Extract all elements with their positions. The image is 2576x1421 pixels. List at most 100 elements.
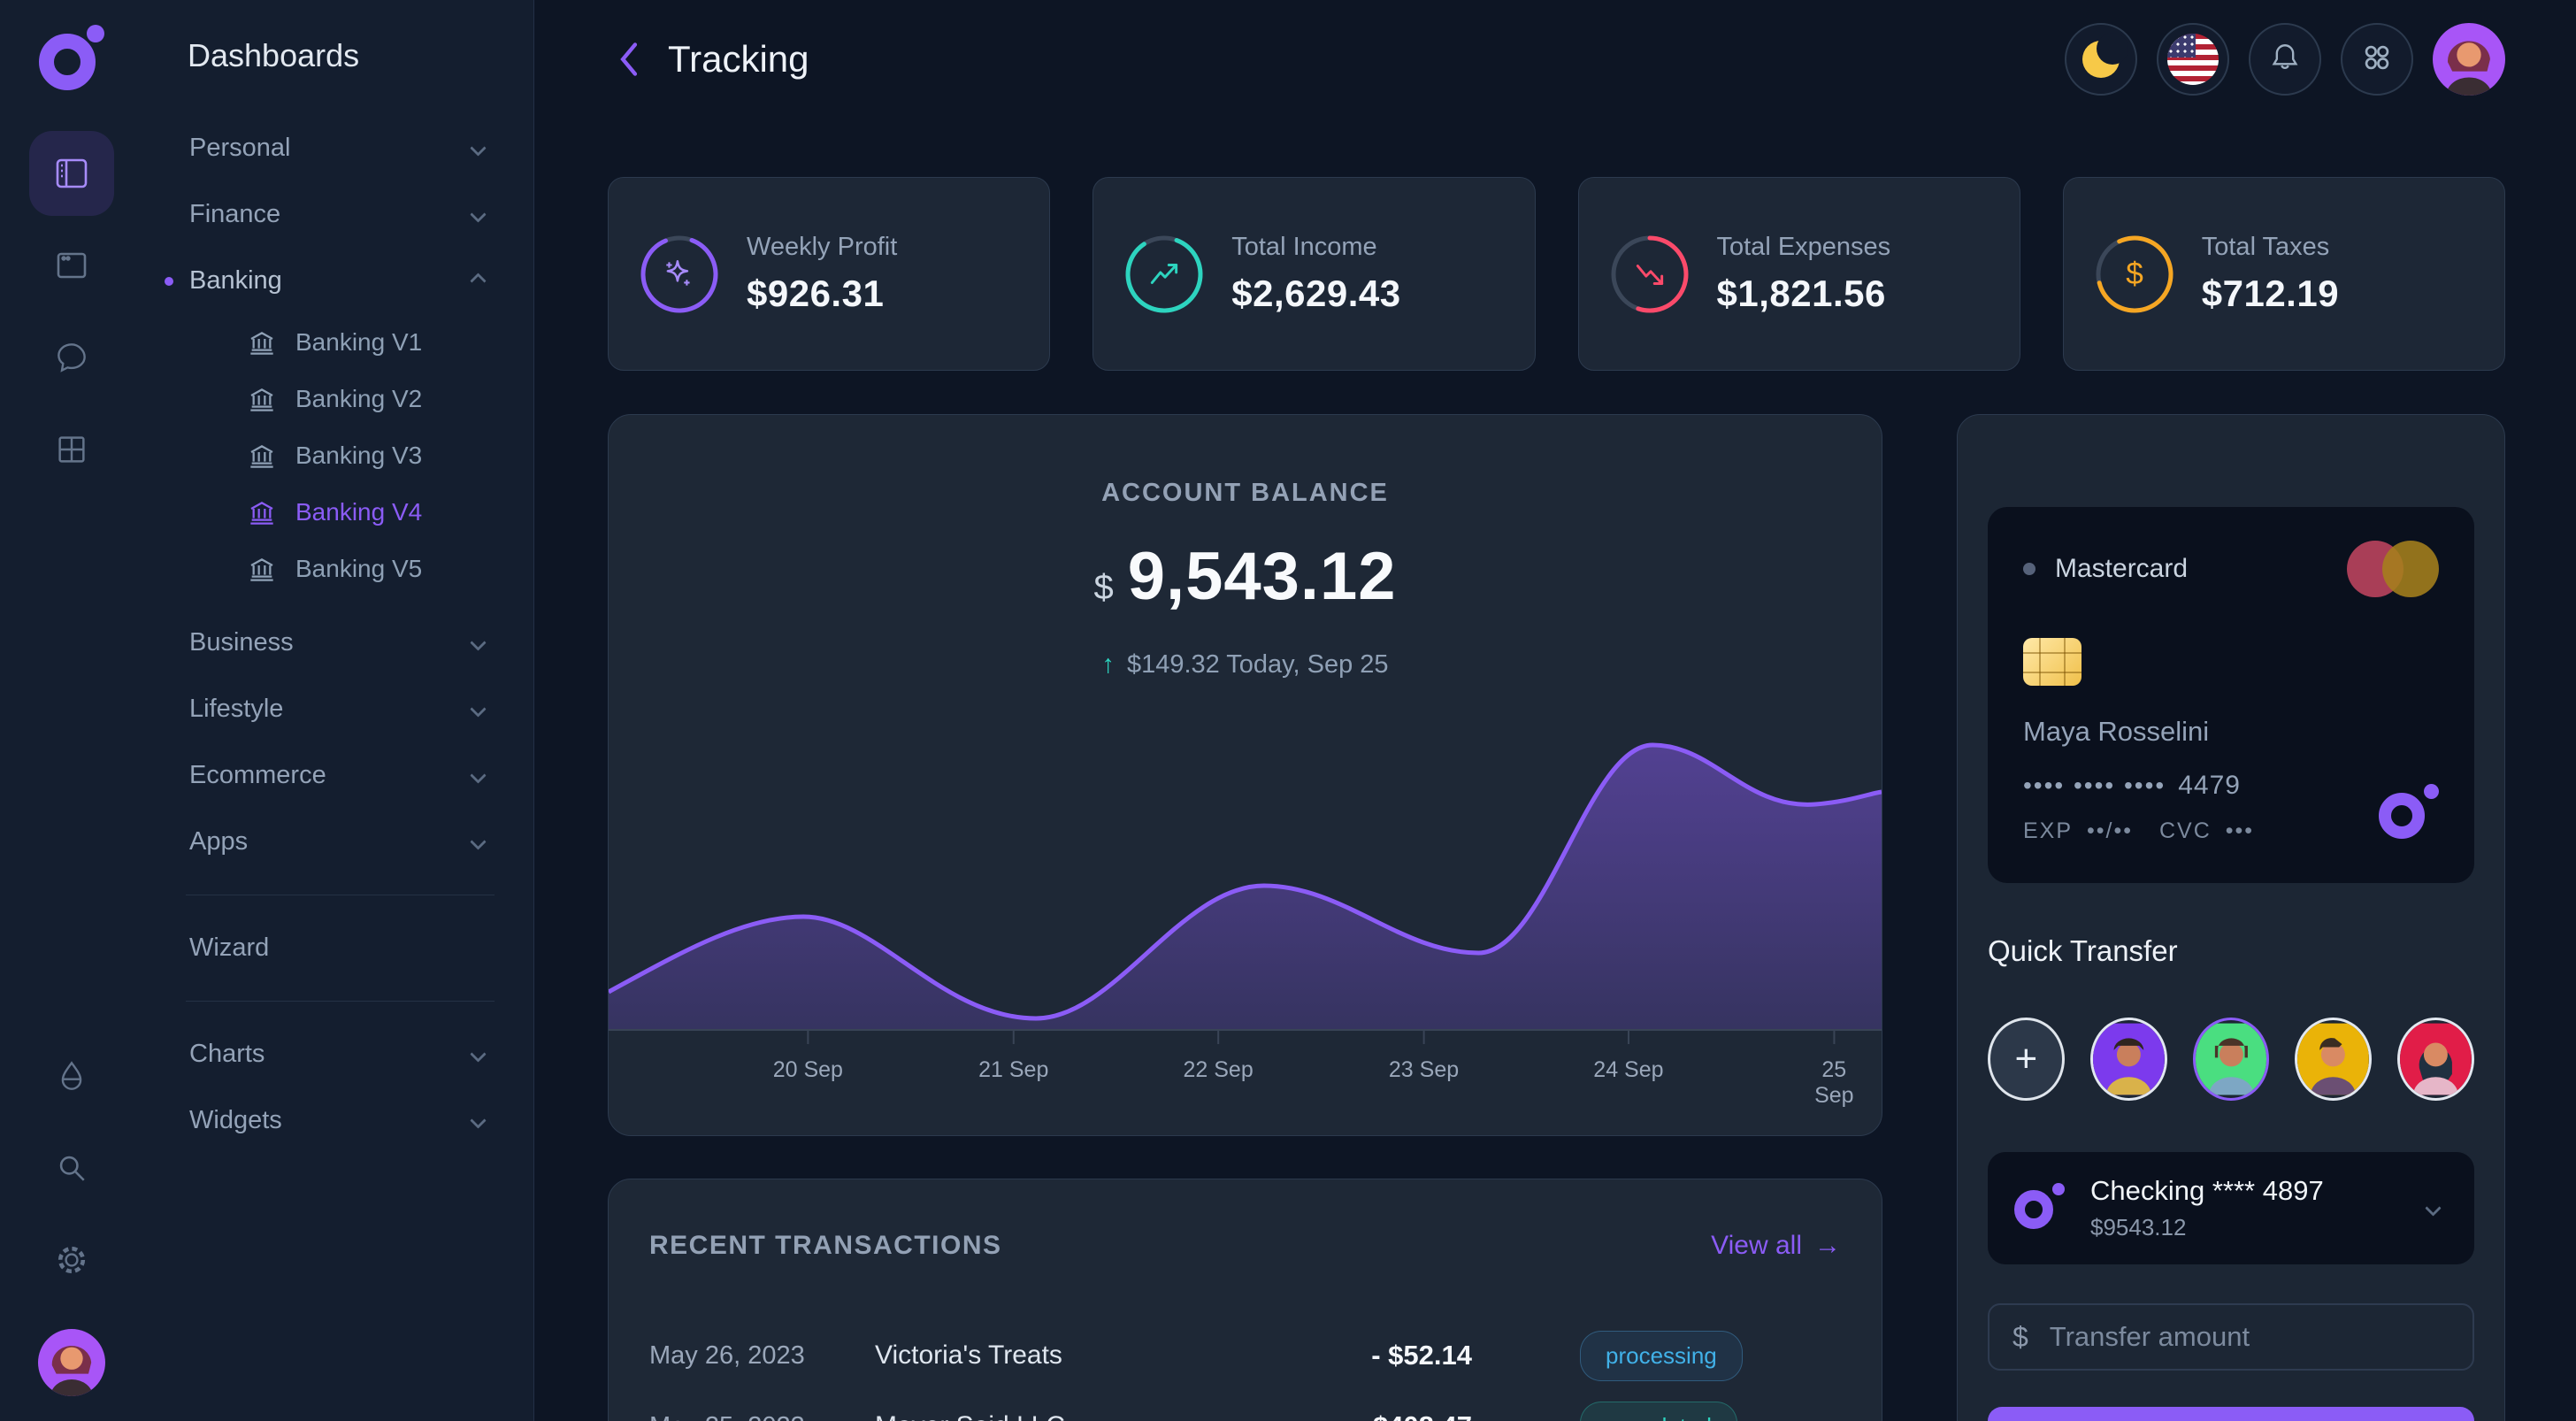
sidebar-item-business[interactable]: Business [182,610,498,676]
stat-ring [639,234,720,315]
transaction-name: Mayer Said LLC [875,1411,1264,1421]
stat-card-total-income[interactable]: Total Income $2,629.43 [1092,177,1536,371]
gear-icon [52,1240,91,1279]
sidebar: Dashboards Personal Finance Banking Bank… [143,0,534,1421]
user-avatar[interactable] [2433,23,2505,96]
chevron-left-icon [620,42,638,76]
avatar-illustration [2092,1023,2165,1095]
sidebar-item-label: Banking [189,266,282,295]
trend-down-icon [1609,234,1690,315]
transactions-list: May 26, 2023 Victoria's Treats - $52.14 … [649,1326,1841,1421]
sidebar-item-banking-v2[interactable]: Banking V2 [182,371,498,427]
sidebar-item-ecommerce[interactable]: Ecommerce [182,742,498,809]
rail-item-messages[interactable] [29,315,114,400]
account-balance-card: ACCOUNT BALANCE $ 9,543.12 ↑ $149.32 Tod… [608,414,1882,1136]
card-dot-icon [2023,563,2036,575]
avatar-illustration [2297,1023,2370,1095]
stat-label: Total Income [1231,233,1377,261]
chat-bubble-icon [52,338,91,377]
chevron-down-icon [470,767,487,784]
chevron-down-icon [470,206,487,223]
sidebar-item-personal[interactable]: Personal [182,115,498,181]
notifications-button[interactable] [2249,23,2321,96]
stat-card-total-taxes[interactable]: $ Total Taxes $712.19 [2062,177,2505,371]
rail-item-window[interactable] [29,223,114,308]
sidebar-item-banking[interactable]: Banking [165,248,498,314]
credit-card-widget[interactable]: Mastercard Maya Rosselini •••• •••• ••••… [1988,507,2474,883]
rail-item-theme[interactable] [29,1033,114,1118]
bank-icon [250,332,273,355]
transfer-amount-input[interactable] [2049,1321,2450,1353]
sidebar-layout-icon [51,153,92,194]
svg-text:$: $ [2126,257,2143,291]
x-tick-label: 22 Sep [1183,1057,1254,1082]
chart-line [609,742,1882,1021]
sidebar-item-lifestyle[interactable]: Lifestyle [182,676,498,742]
chart-fill [609,745,1882,1030]
card-holder-name: Maya Rosselini [2023,716,2210,747]
sidebar-item-label: Lifestyle [189,695,284,723]
add-contact-button[interactable]: + [1988,1018,2065,1101]
moon-icon [2082,33,2128,78]
sidebar-item-label: Charts [189,1040,265,1068]
table-row[interactable]: May 26, 2023 Victoria's Treats - $52.14 … [649,1326,1841,1385]
chevron-down-icon [470,1046,487,1063]
rail-item-dashboards[interactable] [29,131,114,216]
rail-item-search[interactable] [29,1125,114,1210]
grid-icon [53,431,90,468]
account-balance: $9543.12 [2090,1214,2187,1240]
dollar-icon: $ [2012,1320,2028,1353]
stat-card-weekly-profit[interactable]: Weekly Profit $926.31 [608,177,1051,371]
sidebar-title: Dashboards [188,37,360,73]
x-axis-labels: 20 Sep 21 Sep 22 Sep 23 Sep 24 Sep 25 Se… [609,1057,1882,1108]
sidebar-item-label: Personal [189,134,291,162]
chevron-down-icon [470,140,487,157]
bank-icon [250,388,273,411]
balance-area-chart[interactable]: 20 Sep 21 Sep 22 Sep 23 Sep 24 Sep 25 Se… [609,657,1882,1135]
brand-logo-ring [39,34,96,90]
sidebar-item-banking-v3[interactable]: Banking V3 [182,427,498,484]
sidebar-item-apps[interactable]: Apps [182,809,498,875]
contact-avatar[interactable] [2089,1018,2167,1101]
sidebar-item-banking-v5[interactable]: Banking V5 [182,541,498,597]
back-button[interactable] [608,38,650,81]
cvc-value: ••• [2225,818,2255,843]
stat-value: $1,821.56 [1716,273,1886,314]
contact-avatar-selected[interactable] [2192,1018,2270,1101]
account-select-dropdown[interactable]: Checking **** 4897 $9543.12 [1988,1152,2474,1264]
apps-menu-button[interactable] [2341,23,2413,96]
bell-icon [2266,38,2304,81]
search-icon [52,1148,91,1187]
stat-label: Total Expenses [1716,233,1891,261]
sidebar-item-finance[interactable]: Finance [182,181,498,248]
sidebar-item-wizard[interactable]: Wizard [182,915,498,981]
rail-item-settings[interactable] [29,1217,114,1302]
stat-card-total-expenses[interactable]: Total Expenses $1,821.56 [1577,177,2020,371]
x-tick-label: 23 Sep [1388,1057,1460,1082]
rail-item-grid[interactable] [29,407,114,492]
contact-avatar[interactable] [2295,1018,2373,1101]
status-badge: completed [1580,1401,1737,1421]
chevron-down-icon [470,701,487,718]
sidebar-item-charts[interactable]: Charts [182,1021,498,1087]
window-icon [52,246,91,285]
stat-ring [1123,234,1205,315]
transfer-amount-field[interactable]: $ [1988,1303,2474,1371]
brand-logo[interactable] [34,23,110,99]
contact-avatar[interactable] [2397,1018,2474,1101]
card-meta: EXP ••/•• CVC ••• [2023,818,2439,844]
sidebar-item-banking-v4-active[interactable]: Banking V4 [182,484,498,541]
transactions-header: RECENT TRANSACTIONS View all → [649,1231,1841,1261]
sidebar-item-banking-v1[interactable]: Banking V1 [182,314,498,371]
stat-ring [1609,234,1690,315]
sidebar-item-widgets[interactable]: Widgets [182,1087,498,1154]
language-button[interactable] [2157,23,2229,96]
send-money-button[interactable]: Send Money [1988,1407,2474,1421]
sidebar-item-label: Ecommerce [189,761,326,789]
view-all-link[interactable]: View all → [1711,1231,1841,1261]
rail-user-avatar[interactable] [38,1329,105,1396]
theme-toggle-button[interactable] [2065,23,2137,96]
avatar-illustration [38,1329,105,1396]
table-row[interactable]: May 25, 2023 Mayer Said LLC $408.47 comp… [649,1397,1841,1421]
